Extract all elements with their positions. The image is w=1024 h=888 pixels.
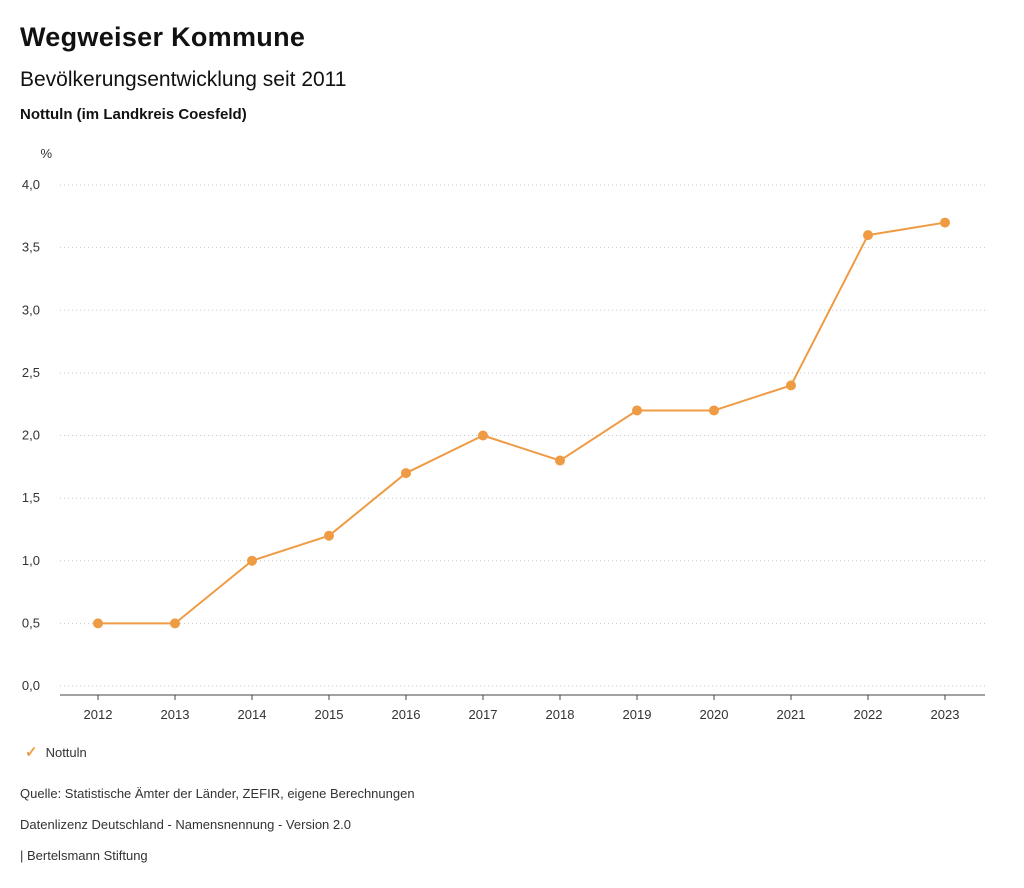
x-tick-label: 2022 xyxy=(854,707,883,722)
data-point xyxy=(93,618,103,629)
x-tick-label: 2018 xyxy=(546,707,575,722)
x-tick-label: 2012 xyxy=(84,707,113,722)
y-tick-label: 2,5 xyxy=(22,365,40,380)
source-note: Quelle: Statistische Ämter der Länder, Z… xyxy=(20,786,415,801)
legend-series-label: Nottuln xyxy=(45,745,87,760)
chart-subtitle: Bevölkerungsentwicklung seit 2011 xyxy=(20,68,347,91)
x-tick-label: 2016 xyxy=(392,707,421,722)
x-tick-label: 2013 xyxy=(161,707,190,722)
x-tick-label: 2015 xyxy=(315,707,344,722)
publisher-note: | Bertelsmann Stiftung xyxy=(20,848,148,863)
x-tick-label: 2023 xyxy=(931,707,960,722)
x-tick-label: 2020 xyxy=(700,707,729,722)
y-tick-label: 2,0 xyxy=(22,428,40,443)
data-point xyxy=(401,468,411,479)
data-point xyxy=(786,380,796,391)
y-tick-label: 1,5 xyxy=(22,490,40,505)
x-tick-label: 2014 xyxy=(238,707,267,722)
y-tick-label: 0,0 xyxy=(22,678,40,693)
data-point xyxy=(863,230,873,241)
license-note: Datenlizenz Deutschland - Namensnennung … xyxy=(20,817,351,832)
legend-check-icon: ✓ xyxy=(25,744,38,761)
x-tick-label: 2017 xyxy=(469,707,498,722)
data-point xyxy=(940,217,950,228)
region-label: Nottuln (im Landkreis Coesfeld) xyxy=(20,106,247,123)
data-point xyxy=(555,455,565,466)
x-tick-label: 2019 xyxy=(623,707,652,722)
y-tick-label: 4,0 xyxy=(22,177,40,192)
data-point xyxy=(478,430,488,441)
y-axis-unit-label: % xyxy=(40,146,52,161)
data-point xyxy=(170,618,180,629)
page-title: Wegweiser Kommune xyxy=(20,22,306,52)
y-tick-label: 3,5 xyxy=(22,240,40,255)
y-tick-label: 0,5 xyxy=(22,615,40,630)
y-tick-label: 3,0 xyxy=(22,302,40,317)
data-point xyxy=(324,530,334,541)
y-tick-label: 1,0 xyxy=(22,553,40,568)
chart-legend[interactable]: ✓ Nottuln xyxy=(25,745,87,760)
series-line xyxy=(97,221,946,625)
x-tick-label: 2021 xyxy=(777,707,806,722)
data-point xyxy=(632,405,642,416)
data-point xyxy=(247,555,257,566)
data-point xyxy=(709,405,719,416)
